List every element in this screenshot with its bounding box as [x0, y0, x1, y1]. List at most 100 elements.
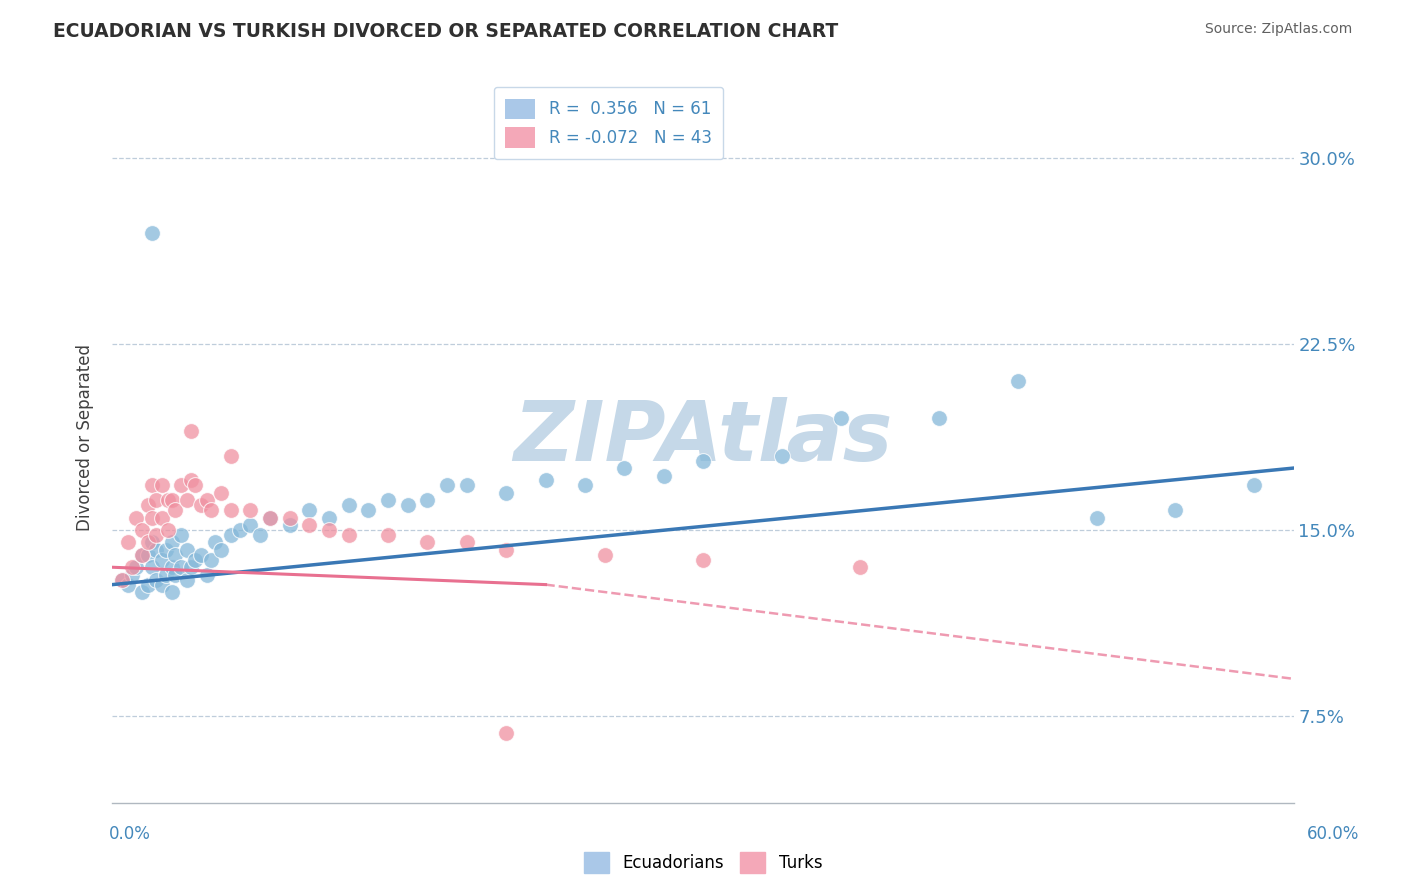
Point — [377, 493, 399, 508]
Point — [195, 493, 218, 508]
Point — [278, 518, 301, 533]
Point — [176, 573, 198, 587]
Point — [160, 585, 183, 599]
Point — [121, 567, 143, 582]
Point — [456, 535, 478, 549]
Point — [150, 577, 173, 591]
Point — [160, 535, 183, 549]
Point — [131, 585, 153, 599]
Point — [377, 528, 399, 542]
Point — [219, 528, 242, 542]
Point — [141, 510, 163, 524]
Point — [1164, 503, 1187, 517]
Point — [318, 510, 340, 524]
Point — [209, 486, 232, 500]
Point — [692, 553, 714, 567]
Text: 60.0%: 60.0% — [1306, 825, 1360, 843]
Point — [145, 573, 167, 587]
Text: 0.0%: 0.0% — [108, 825, 150, 843]
Point — [249, 528, 271, 542]
Point — [204, 535, 226, 549]
Point — [318, 523, 340, 537]
Point — [190, 498, 212, 512]
Point — [136, 577, 159, 591]
Point — [131, 548, 153, 562]
Point — [125, 560, 148, 574]
Point — [180, 474, 202, 488]
Y-axis label: Divorced or Separated: Divorced or Separated — [76, 343, 94, 531]
Point — [170, 528, 193, 542]
Legend: R =  0.356   N = 61, R = -0.072   N = 43: R = 0.356 N = 61, R = -0.072 N = 43 — [494, 87, 723, 160]
Point — [337, 498, 360, 512]
Point — [396, 498, 419, 512]
Point — [150, 510, 173, 524]
Point — [219, 503, 242, 517]
Point — [495, 486, 517, 500]
Point — [495, 542, 517, 557]
Point — [416, 493, 439, 508]
Point — [298, 503, 321, 517]
Legend: Ecuadorians, Turks: Ecuadorians, Turks — [576, 846, 830, 880]
Point — [170, 478, 193, 492]
Point — [165, 548, 187, 562]
Point — [155, 542, 177, 557]
Point — [131, 548, 153, 562]
Point — [180, 560, 202, 574]
Point — [1007, 374, 1029, 388]
Point — [195, 567, 218, 582]
Point — [692, 453, 714, 467]
Point — [131, 523, 153, 537]
Point — [770, 449, 793, 463]
Point — [357, 503, 380, 517]
Point — [239, 503, 262, 517]
Point — [259, 510, 281, 524]
Point — [298, 518, 321, 533]
Point — [111, 573, 134, 587]
Point — [145, 493, 167, 508]
Point — [156, 523, 179, 537]
Point — [190, 548, 212, 562]
Point — [830, 411, 852, 425]
Point — [928, 411, 950, 425]
Point — [849, 560, 872, 574]
Point — [141, 226, 163, 240]
Point — [416, 535, 439, 549]
Point — [145, 528, 167, 542]
Point — [136, 548, 159, 562]
Point — [125, 510, 148, 524]
Point — [136, 535, 159, 549]
Point — [155, 567, 177, 582]
Point — [160, 560, 183, 574]
Point — [117, 577, 139, 591]
Point — [574, 478, 596, 492]
Point — [436, 478, 458, 492]
Text: ECUADORIAN VS TURKISH DIVORCED OR SEPARATED CORRELATION CHART: ECUADORIAN VS TURKISH DIVORCED OR SEPARA… — [53, 22, 838, 41]
Point — [1085, 510, 1108, 524]
Point — [165, 567, 187, 582]
Point — [165, 503, 187, 517]
Point — [337, 528, 360, 542]
Point — [150, 553, 173, 567]
Point — [141, 478, 163, 492]
Point — [219, 449, 242, 463]
Point — [593, 548, 616, 562]
Point — [495, 726, 517, 740]
Point — [121, 560, 143, 574]
Text: ZIPAtlas: ZIPAtlas — [513, 397, 893, 477]
Point — [117, 535, 139, 549]
Point — [259, 510, 281, 524]
Point — [156, 493, 179, 508]
Point — [176, 493, 198, 508]
Point — [456, 478, 478, 492]
Point — [141, 535, 163, 549]
Point — [229, 523, 252, 537]
Point — [136, 498, 159, 512]
Text: Source: ZipAtlas.com: Source: ZipAtlas.com — [1205, 22, 1353, 37]
Point — [170, 560, 193, 574]
Point — [200, 553, 222, 567]
Point — [534, 474, 557, 488]
Point — [184, 553, 207, 567]
Point — [652, 468, 675, 483]
Point — [239, 518, 262, 533]
Point — [209, 542, 232, 557]
